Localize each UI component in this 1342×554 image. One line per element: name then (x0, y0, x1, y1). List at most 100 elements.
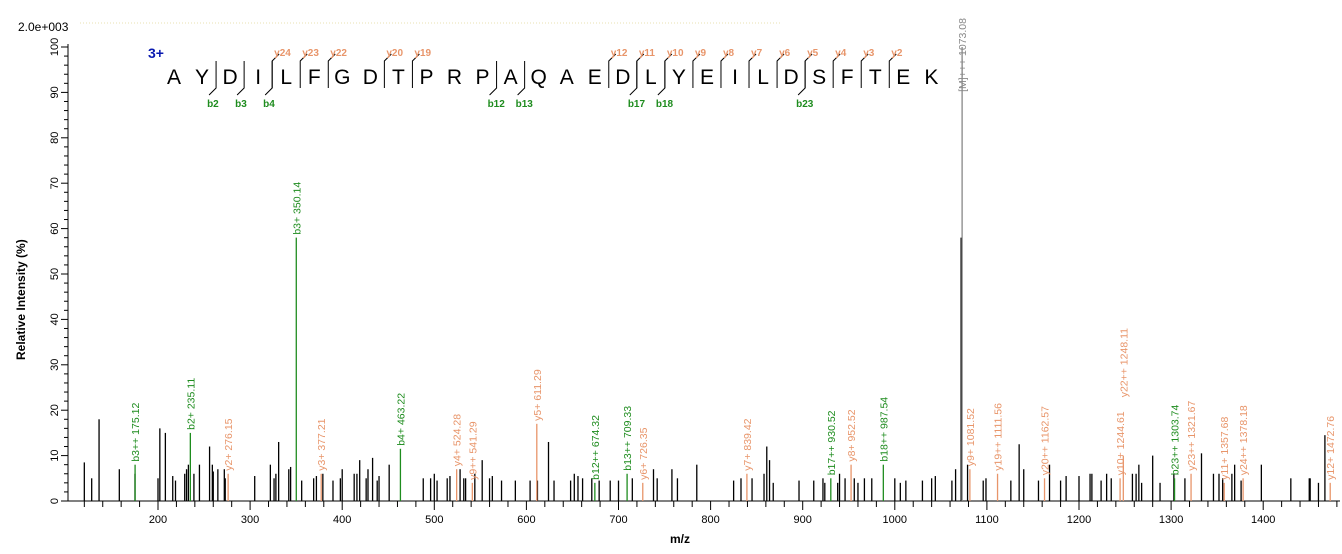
peaks: b3++ 175.12 b2+ 235.11 y2+ 276.15 b3+ 350.1… (83, 18, 1337, 501)
residue: D (615, 66, 630, 89)
b-ion-marker (629, 61, 638, 96)
x-tick-label: 1400 (1251, 514, 1275, 526)
residue: E (700, 66, 714, 89)
b-ion-marker (264, 61, 273, 96)
y-ion-marker (383, 53, 392, 88)
b-ion-marker (489, 61, 498, 96)
y-ion-marker (636, 53, 645, 88)
y-tick-label: 60 (49, 222, 61, 234)
residue: Y (195, 66, 209, 89)
y-ion-label: y2 (891, 48, 903, 59)
residue: F (841, 66, 854, 89)
y-ion-marker (748, 53, 757, 88)
residue: R (447, 66, 462, 89)
peak-label: y9+ 1081.52 (965, 408, 977, 466)
y-ion-label: y3 (863, 48, 875, 59)
y-tick-label: 20 (49, 404, 61, 416)
x-tick-label: 800 (701, 514, 719, 526)
b-ion-label: b4 (263, 99, 275, 110)
b-ion-marker (797, 61, 806, 96)
y-ion-label: y23 (302, 48, 319, 59)
y-ion-marker (860, 53, 869, 88)
residue: K (924, 66, 938, 89)
peak-label: b17++ 930.52 (826, 410, 838, 475)
residue: T (392, 66, 405, 89)
residue: Q (530, 66, 546, 89)
y-axis-label: Relative Intensity (%) (14, 239, 28, 360)
residue: A (167, 66, 181, 89)
residue: P (419, 66, 433, 89)
y-tick-label: 10 (49, 449, 61, 461)
y-ion-label: y24 (274, 48, 291, 59)
y-ion-marker (608, 53, 617, 88)
x-tick-label: 900 (794, 514, 812, 526)
y-ion-marker (411, 53, 420, 88)
peak-label: y24++ 1378.18 (1238, 405, 1250, 475)
residue: I (732, 66, 738, 89)
x-tick-label: 1000 (883, 514, 907, 526)
y-ion-label: y11 (639, 48, 656, 59)
y-ion-marker (327, 53, 336, 88)
y-ion-marker (804, 53, 813, 88)
y-tick-label: 30 (49, 359, 61, 371)
b-ion-label: b23 (796, 99, 814, 110)
y-tick-label: 0 (49, 498, 61, 504)
residue: L (757, 66, 769, 89)
b-ion-label: b13 (516, 99, 534, 110)
residue: L (645, 66, 657, 89)
y-ion-marker (776, 53, 785, 88)
peptide-sequence: A Y D I L F G D T P R P A Q A E D L Y E I L D S F T E Kb2 b3 b4 b12 b13… (167, 48, 938, 110)
y-ion-label: y19 (414, 48, 431, 59)
residue: D (784, 66, 799, 89)
peak-label: y11+ 1357.68 (1219, 417, 1231, 480)
x-tick-label: 400 (333, 514, 351, 526)
peak-label: b18++ 987.54 (878, 397, 890, 462)
residue: D (363, 66, 378, 89)
peak-label: b3+ 350.14 (291, 182, 303, 235)
y-ion-label: y22 (330, 48, 347, 59)
x-tick-label: 600 (517, 514, 535, 526)
residue: S (812, 66, 826, 89)
residue: L (280, 66, 292, 89)
y-ion-label: y8 (723, 48, 735, 59)
residue: T (869, 66, 882, 89)
b-ion-marker (236, 61, 245, 96)
peak-label: y7+ 839.42 (742, 418, 754, 470)
residue: P (476, 66, 490, 89)
peak-label: b12++ 674.32 (590, 415, 602, 480)
scale-label: 2.0e+003 (18, 20, 69, 34)
peak-label: y20++ 1162.57 (1040, 406, 1052, 475)
y-tick-label: 70 (49, 177, 61, 189)
residue: Y (672, 66, 686, 89)
peak-label: y19++ 1111.56 (993, 403, 1005, 471)
peak-label: y12+ 1472.76 (1325, 416, 1337, 480)
peak-label: y6+ 726.35 (638, 427, 650, 479)
peak-label: y23++ 1321.67 (1186, 401, 1198, 471)
y-ion-label: y7 (751, 48, 763, 59)
x-tick-label: 700 (609, 514, 627, 526)
y-ion-marker (664, 53, 673, 88)
y-ion-marker (720, 53, 729, 88)
residue: D (223, 66, 238, 89)
peak-label: y4+ 524.28 (452, 414, 464, 466)
x-axis-label: m/z (670, 532, 690, 546)
peak-label: b13++ 709.33 (622, 406, 634, 471)
peak-label: b4+ 463.22 (395, 393, 407, 446)
x-tick-label: 500 (425, 514, 443, 526)
residue: F (308, 66, 321, 89)
peak-label: [M]+++ 1073.08 (957, 18, 969, 92)
y-ion-marker (271, 53, 280, 88)
x-tick-label: 1300 (1159, 514, 1183, 526)
peak-label: b3++ 175.12 (130, 403, 142, 462)
x-tick-label: 300 (241, 514, 259, 526)
peak-label: y2+ 276.15 (223, 418, 235, 470)
residue: E (896, 66, 910, 89)
y-ion-marker (888, 53, 897, 88)
axes: 200 300 400 500 600 700 800 900 1000 1100 1200 1300… (49, 38, 1340, 526)
y-tick-label: 50 (49, 268, 61, 280)
y-ion-marker (692, 53, 701, 88)
b-ion-label: b17 (628, 99, 646, 110)
b-ion-label: b12 (488, 99, 506, 110)
y-ion-marker (832, 53, 841, 88)
